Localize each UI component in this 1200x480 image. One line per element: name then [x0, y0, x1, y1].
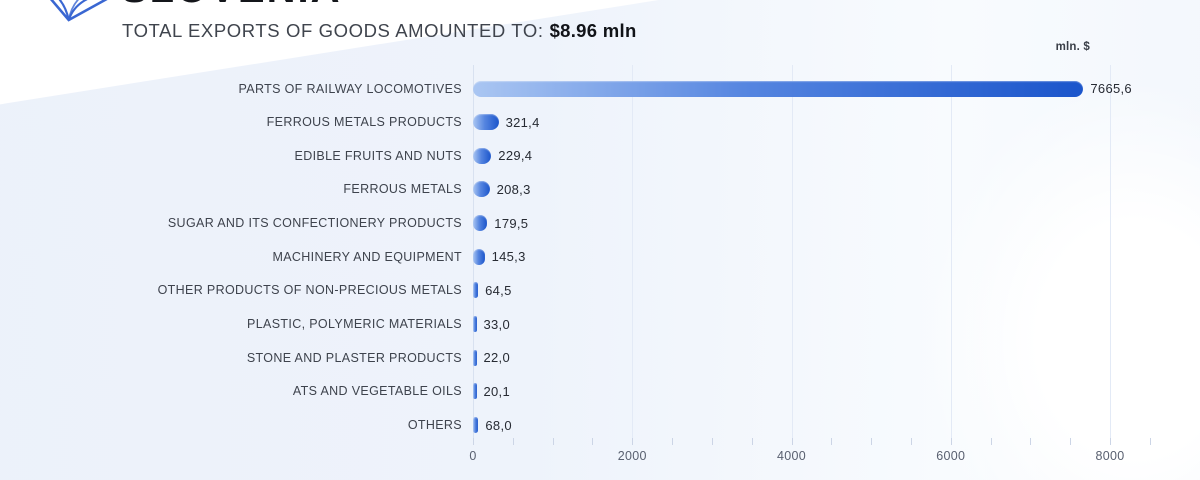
value-label: 7665,6: [1090, 81, 1132, 96]
subtitle-text: TOTAL EXPORTS OF GOODS AMOUNTED TO:: [122, 20, 544, 41]
unit-label: mln. $: [1055, 41, 1090, 53]
category-label: ATS AND VEGETABLE OILS: [292, 384, 462, 399]
grid-line: [1110, 65, 1111, 443]
bar: [473, 80, 1084, 97]
value-label: 68,0: [485, 417, 512, 433]
axis-tick-label: 6000: [936, 449, 966, 463]
category-label: FERROUS METALS PRODUCTS: [266, 115, 462, 130]
table-row: PARTS OF RAILWAY LOCOMOTIVES 7665,6: [0, 72, 1200, 106]
axis-minor-tick: [592, 438, 594, 445]
category-label: PLASTIC, POLYMERIC MATERIALS: [247, 317, 462, 332]
axis-minor-tick: [711, 438, 713, 445]
axis-minor-tick: [1149, 438, 1151, 445]
axis-minor-tick: [990, 438, 992, 445]
category-label: FERROUS METALS: [343, 182, 462, 197]
axis-minor-tick: [1110, 438, 1111, 445]
axis-minor-tick: [1030, 438, 1032, 445]
bar: [473, 383, 477, 400]
value-label: 321,4: [505, 114, 540, 130]
axis-tick-label: 2000: [617, 449, 647, 463]
value-label: 145,3: [491, 249, 526, 265]
axis-minor-tick: [871, 438, 873, 445]
table-row: FERROUS METALS 208,3: [0, 172, 1200, 206]
table-row: SUGAR AND ITS CONFECTIONERY PRODUCTS 179,…: [0, 206, 1200, 240]
value-label: 20,1: [483, 383, 511, 399]
value-label: 229,4: [498, 148, 533, 164]
bar: [473, 248, 485, 265]
category-label: OTHER PRODUCTS OF NON-PRECIOUS METALS: [157, 283, 462, 298]
value-label: 64,5: [485, 282, 512, 298]
value-label: 33,0: [483, 316, 511, 332]
table-row: FERROUS METALS PRODUCTS 321,4: [0, 105, 1200, 139]
table-row: ATS AND VEGETABLE OILS 20,1: [0, 374, 1200, 408]
axis-tick-label: 0: [469, 449, 477, 463]
table-row: STONE AND PLASTER PRODUCTS 22,0: [0, 341, 1200, 375]
bar: [473, 114, 499, 131]
grid-line: [632, 65, 634, 443]
category-label: OTHERS: [407, 418, 462, 433]
axis-minor-tick: [632, 438, 634, 445]
bar: [473, 215, 488, 232]
axis-minor-tick: [751, 438, 753, 445]
table-row: MACHINERY AND EQUIPMENT 145,3: [0, 240, 1200, 274]
bar: [473, 316, 477, 333]
axis-minor-tick: [791, 438, 793, 445]
value-label: 22,0: [483, 350, 511, 366]
axis-minor-tick: [910, 438, 912, 445]
bar: [473, 417, 479, 434]
category-label: SUGAR AND ITS CONFECTIONERY PRODUCTS: [167, 216, 462, 231]
axis-minor-tick: [552, 438, 554, 445]
table-row: OTHERS 68,0: [0, 408, 1200, 442]
axis-minor-tick: [512, 438, 514, 445]
category-label: STONE AND PLASTER PRODUCTS: [246, 350, 462, 365]
axis-tick-label: 4000: [776, 449, 807, 463]
value-label: 208,3: [496, 181, 531, 197]
grid-line: [791, 65, 793, 443]
axis-minor-tick: [1070, 438, 1072, 445]
bar: [473, 181, 490, 198]
axis-minor-tick: [672, 438, 674, 445]
background-highlight: [920, 80, 1200, 480]
table-row: OTHER PRODUCTS OF NON-PRECIOUS METALS 64,…: [0, 273, 1200, 307]
total-exports-value: $8.96 mln: [549, 20, 637, 41]
grid-line: [950, 65, 952, 443]
table-row: EDIBLE FRUITS AND NUTS 229,4: [0, 139, 1200, 173]
axis-minor-tick: [950, 438, 952, 445]
bar: [473, 349, 477, 366]
axis-minor-tick: [473, 438, 474, 445]
category-label: EDIBLE FRUITS AND NUTS: [294, 148, 462, 163]
axis-minor-tick: [831, 438, 833, 445]
chart-subtitle: TOTAL EXPORTS OF GOODS AMOUNTED TO: $8.96…: [122, 20, 637, 42]
category-label: PARTS OF RAILWAY LOCOMOTIVES: [238, 81, 462, 96]
gem-outline-icon: [50, 0, 108, 22]
country-title: SLOVENIA: [121, 0, 341, 9]
axis-tick-label: 8000: [1095, 449, 1125, 463]
category-label: MACHINERY AND EQUIPMENT: [272, 249, 462, 264]
plot-area: 0 2000 4000 6000 8000: [469, 65, 1190, 463]
value-label: 179,5: [494, 215, 529, 231]
bar: [473, 282, 479, 299]
bar: [473, 147, 492, 164]
table-row: PLASTIC, POLYMERIC MATERIALS 33,0: [0, 307, 1200, 341]
